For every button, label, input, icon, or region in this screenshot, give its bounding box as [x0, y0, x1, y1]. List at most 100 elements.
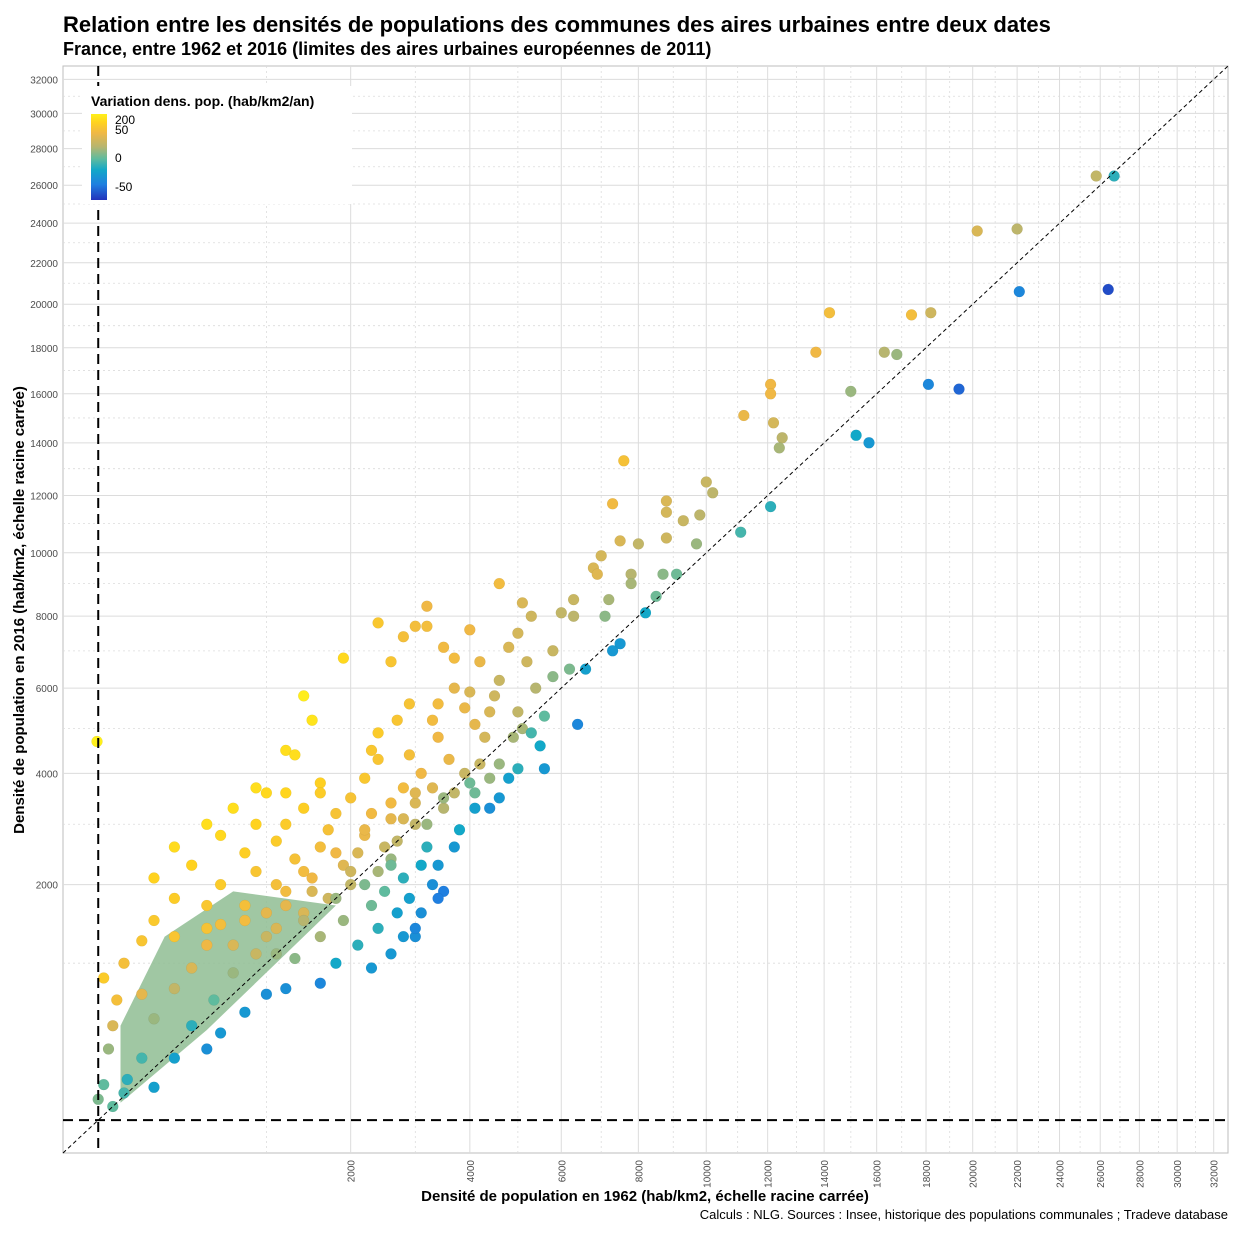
data-point [579, 663, 592, 675]
data-point [314, 787, 327, 799]
data-point [403, 749, 416, 761]
data-point [397, 813, 410, 825]
x-tick-label: 30000 [1173, 1160, 1184, 1188]
data-point [432, 731, 444, 743]
data-point [306, 872, 318, 884]
data-point [483, 802, 496, 814]
y-tick-label: 32000 [30, 75, 58, 86]
data-point [185, 962, 198, 974]
data-point [148, 1081, 160, 1094]
data-point [512, 627, 524, 639]
data-point [483, 706, 496, 718]
data-point [378, 841, 391, 853]
data-point [270, 878, 283, 891]
data-point [502, 772, 515, 784]
y-tick-label: 26000 [30, 181, 58, 192]
y-tick-label: 28000 [30, 145, 58, 156]
data-point [250, 948, 262, 960]
data-point [314, 930, 327, 943]
data-point [437, 641, 450, 654]
data-point [810, 346, 822, 358]
source-caption: Calculs : NLG. Sources : Insee, historiq… [699, 1207, 1228, 1222]
legend-title: Variation dens. pop. (hab/km2/an) [91, 93, 314, 109]
data-point [201, 818, 213, 831]
data-point [437, 802, 450, 814]
data-point [148, 872, 160, 884]
y-tick-label: 22000 [30, 259, 58, 270]
data-point [1108, 170, 1120, 182]
data-point [660, 532, 673, 544]
data-point [148, 914, 160, 927]
data-point [201, 899, 213, 912]
y-axis-label: Densité de population en 2016 (hab/km2, … [11, 386, 28, 834]
x-tick-label: 2000 [347, 1160, 358, 1183]
data-point [878, 346, 891, 358]
data-point [344, 865, 357, 878]
data-point [280, 885, 292, 898]
data-point [352, 939, 364, 951]
data-point [397, 872, 410, 884]
x-tick-label: 6000 [557, 1160, 568, 1183]
legend-label-minus50: -50 [115, 180, 133, 194]
data-point [201, 1043, 213, 1055]
data-point [521, 655, 533, 668]
data-point [764, 500, 777, 513]
data-point [239, 847, 251, 859]
data-point [372, 617, 384, 629]
data-point [464, 686, 476, 698]
x-tick-label: 14000 [820, 1160, 831, 1188]
data-point [208, 994, 220, 1006]
data-point [567, 593, 580, 606]
data-point [97, 1078, 110, 1091]
data-point [168, 892, 181, 905]
gridlines [63, 66, 1228, 1153]
data-point [660, 506, 673, 518]
data-point [776, 432, 788, 444]
y-tick-labels: 2000 4000 6000 8000 10000 12000 14000 16000 1800… [30, 75, 58, 891]
y-tick-label: 20000 [30, 300, 58, 311]
data-point [464, 777, 476, 789]
data-point [280, 787, 292, 799]
data-point [280, 982, 292, 995]
data-point [538, 762, 551, 775]
data-point [378, 885, 391, 898]
data-point [289, 749, 301, 761]
y-tick-label: 8000 [36, 612, 59, 623]
data-point [443, 753, 455, 766]
data-point [227, 967, 239, 979]
data-point [239, 914, 251, 927]
data-point [534, 740, 546, 752]
data-point [767, 417, 780, 429]
y-tick-label: 14000 [30, 439, 58, 450]
data-point [358, 878, 371, 891]
data-point [397, 630, 410, 643]
x-axis-label: Densité de population en 1962 (hab/km2, … [421, 1188, 869, 1205]
x-tick-label: 18000 [922, 1160, 933, 1188]
data-point [185, 859, 198, 871]
data-point [1090, 170, 1102, 182]
data-point [385, 655, 397, 668]
data-point [397, 782, 410, 794]
data-point [260, 988, 273, 1000]
data-point [111, 994, 123, 1006]
data-point [547, 645, 559, 657]
data-point [330, 957, 342, 969]
data-point [385, 797, 397, 809]
data-point [250, 865, 262, 878]
data-point [314, 841, 327, 853]
data-point [250, 818, 262, 831]
data-point [421, 600, 433, 612]
data-point [148, 1013, 160, 1025]
data-point [270, 835, 283, 847]
data-point [458, 702, 471, 714]
data-point [426, 714, 439, 726]
data-point [358, 772, 371, 784]
data-point [850, 429, 862, 442]
data-point [603, 593, 615, 606]
data-point [385, 859, 397, 871]
data-point [330, 847, 342, 859]
x-tick-label: 16000 [873, 1160, 884, 1188]
data-point [426, 782, 439, 794]
data-point [694, 509, 706, 521]
x-tick-label: 26000 [1096, 1160, 1107, 1188]
